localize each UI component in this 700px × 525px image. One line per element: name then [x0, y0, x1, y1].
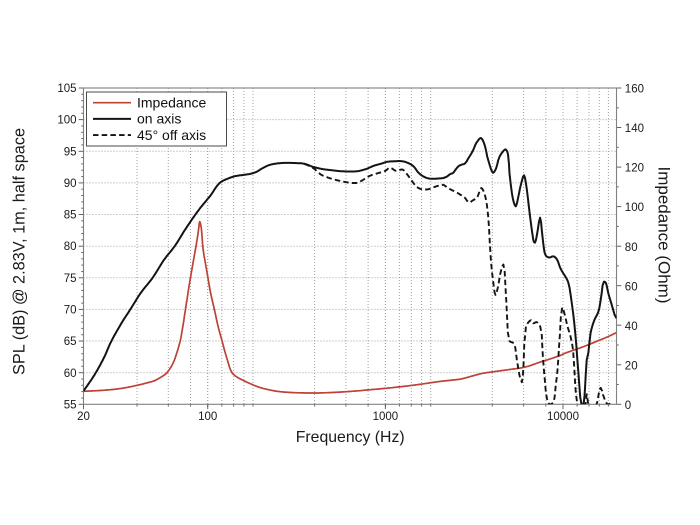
- svg-text:45° off axis: 45° off axis: [137, 127, 206, 143]
- svg-text:140: 140: [625, 123, 644, 135]
- svg-text:90: 90: [64, 178, 77, 190]
- svg-text:100: 100: [625, 202, 644, 214]
- svg-text:60: 60: [625, 281, 638, 293]
- svg-text:SPL (dB) @ 2.83V, 1m, half spa: SPL (dB) @ 2.83V, 1m, half space: [11, 128, 29, 375]
- svg-text:95: 95: [64, 146, 77, 158]
- svg-text:10000: 10000: [547, 411, 579, 423]
- svg-text:0: 0: [625, 400, 631, 412]
- svg-text:Impedance (Ohm): Impedance (Ohm): [655, 167, 674, 304]
- svg-text:Frequency (Hz): Frequency (Hz): [296, 429, 405, 446]
- svg-text:75: 75: [64, 273, 77, 285]
- svg-text:105: 105: [57, 83, 76, 95]
- svg-text:20: 20: [625, 360, 638, 372]
- svg-text:20: 20: [77, 411, 90, 423]
- svg-text:80: 80: [64, 241, 77, 253]
- svg-text:85: 85: [64, 210, 77, 222]
- svg-text:60: 60: [64, 368, 77, 380]
- svg-text:70: 70: [64, 305, 77, 317]
- svg-text:65: 65: [64, 336, 77, 348]
- svg-text:120: 120: [625, 163, 644, 175]
- svg-text:1000: 1000: [373, 411, 399, 423]
- svg-text:80: 80: [625, 242, 638, 254]
- svg-text:Impedance: Impedance: [137, 95, 206, 111]
- svg-text:on axis: on axis: [137, 111, 181, 127]
- svg-text:100: 100: [57, 115, 76, 127]
- svg-text:40: 40: [625, 321, 638, 333]
- svg-text:160: 160: [625, 84, 644, 96]
- svg-text:55: 55: [64, 399, 77, 411]
- svg-text:100: 100: [198, 411, 217, 423]
